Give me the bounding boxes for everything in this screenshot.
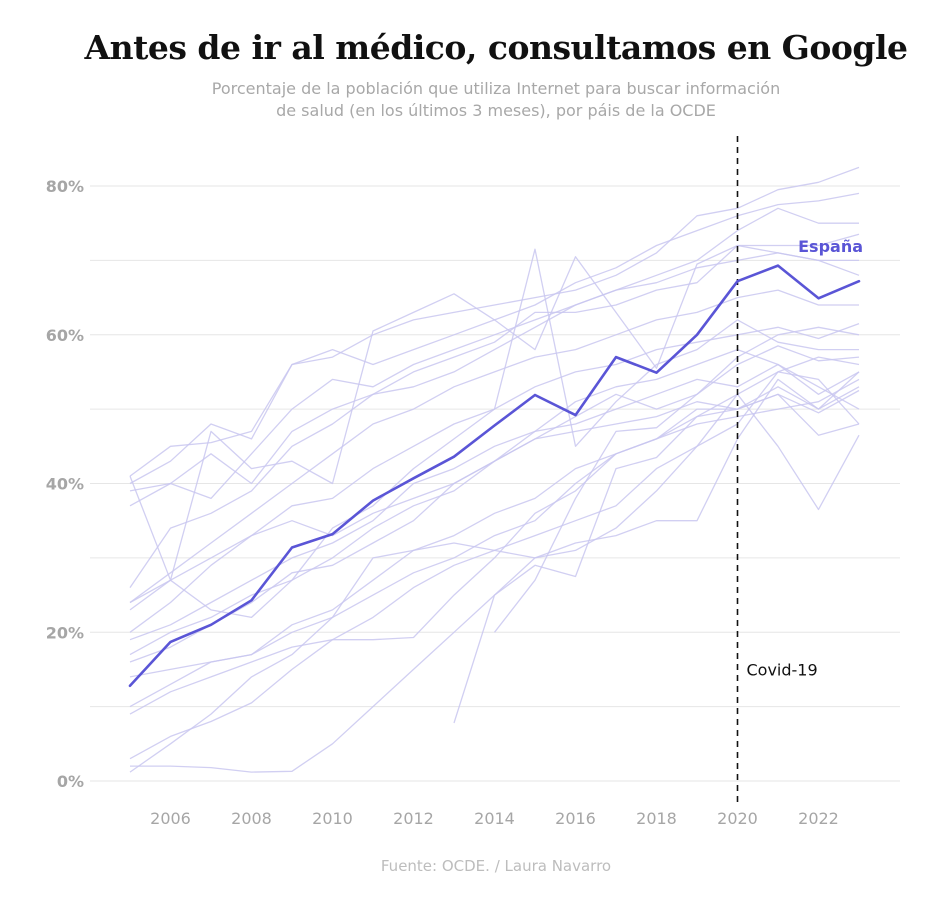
background-series-line [129,233,860,507]
y-tick-label: 20% [46,623,84,642]
background-series-line [129,393,860,715]
background-series-line [453,371,860,724]
x-tick-label: 2020 [717,809,758,828]
background-series-group [129,166,860,773]
background-series-line [129,363,860,641]
y-axis: 0% 20% 40% 60% 80% [46,177,84,791]
y-tick-label: 60% [46,326,84,345]
covid-label: Covid-19 [747,660,818,679]
background-series-line [129,192,860,485]
chart-subtitle: Porcentaje de la población que utiliza I… [150,78,842,122]
highlight-series-line [128,264,861,688]
x-tick-label: 2012 [393,809,434,828]
background-series-line [129,345,860,633]
background-series-line [129,244,859,581]
highlight-series-group: España [128,237,863,688]
x-tick-label: 2008 [231,809,272,828]
subtitle-line-1: Porcentaje de la población que utiliza I… [211,79,781,98]
y-tick-label: 40% [46,475,84,494]
x-tick-label: 2018 [636,809,677,828]
x-tick-label: 2022 [798,809,839,828]
background-series-line [129,248,859,619]
background-series-line [130,371,860,773]
background-series-line [493,326,860,633]
x-tick-label: 2016 [555,809,596,828]
background-series-line [129,393,860,773]
y-tick-label: 0% [57,772,84,791]
chart-title: Antes de ir al médico, consultamos en Go… [84,28,909,67]
background-series-line [129,207,859,500]
annotations-group: Covid-19 [736,136,818,805]
background-series-line [129,289,859,604]
x-axis: 2006 2008 2010 2012 2014 2016 2018 2020 2022 [150,809,839,828]
background-series-line [129,166,860,477]
x-tick-label: 2014 [474,809,515,828]
x-tick-label: 2006 [150,809,191,828]
source-note: Fuente: OCDE. / Laura Navarro [380,857,612,875]
subtitle-line-2: de salud (en los últimos 3 meses), por p… [276,101,716,120]
grid-lines [90,185,900,782]
background-series-line [129,389,860,678]
y-tick-label: 80% [46,177,84,196]
highlight-series-label: España [798,237,863,256]
x-tick-label: 2010 [312,809,353,828]
